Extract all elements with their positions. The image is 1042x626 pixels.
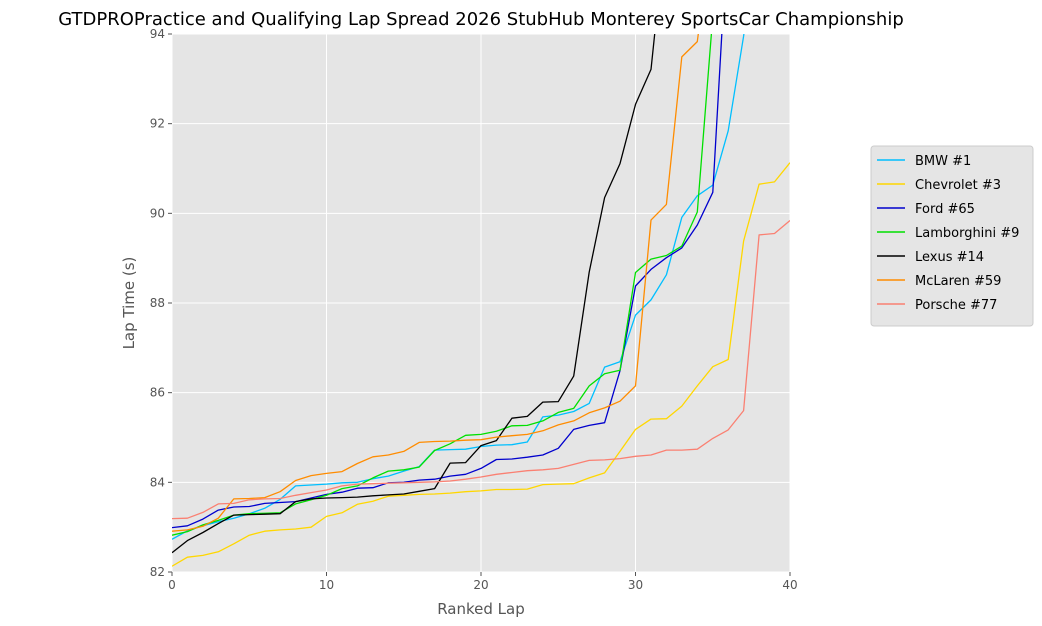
legend-label: Lamborghini #9: [915, 226, 1019, 241]
legend-label: Chevrolet #3: [915, 178, 1001, 193]
x-tick-label: 40: [782, 578, 797, 592]
series-line-lamborghini-9: [172, 34, 713, 536]
series-layer: [172, 34, 790, 567]
x-tick-label: 0: [168, 578, 176, 592]
legend-label: Porsche #77: [915, 298, 997, 313]
grid-lines: [171, 33, 791, 573]
y-axis: 82 84 86 88 90 92 94: [150, 27, 172, 579]
series-line-chevrolet-3: [172, 162, 790, 567]
series-line-bmw-1: [172, 34, 745, 540]
legend-box: [870, 145, 1034, 327]
legend: BMW #1 Chevrolet #3 Ford #65 Lamborghini #9…: [870, 145, 1034, 327]
y-tick-label: 88: [150, 296, 165, 310]
series-line-porsche-77: [172, 220, 790, 520]
x-tick-label: 10: [319, 578, 334, 592]
y-tick-label: 94: [150, 27, 165, 41]
y-tick-label: 92: [150, 117, 165, 131]
series-line-lexus-14: [172, 34, 656, 554]
x-axis-label: Ranked Lap: [437, 600, 525, 618]
y-tick-label: 84: [150, 475, 165, 489]
y-tick-label: 82: [150, 565, 165, 579]
x-axis: 0 10 20 30 40: [168, 572, 798, 592]
chart-title: GTDPROPractice and Qualifying Lap Spread…: [58, 9, 904, 30]
series-line-ford-65: [172, 34, 723, 529]
legend-label: Lexus #14: [915, 250, 984, 265]
legend-label: BMW #1: [915, 154, 971, 169]
y-tick-label: 86: [150, 386, 165, 400]
legend-label: McLaren #59: [915, 274, 1001, 289]
series-line-mclaren-59: [172, 34, 699, 532]
y-tick-label: 90: [150, 206, 165, 220]
legend-label: Ford #65: [915, 202, 975, 217]
x-tick-label: 20: [473, 578, 488, 592]
x-tick-label: 30: [628, 578, 643, 592]
y-axis-label: Lap Time (s): [120, 257, 138, 350]
